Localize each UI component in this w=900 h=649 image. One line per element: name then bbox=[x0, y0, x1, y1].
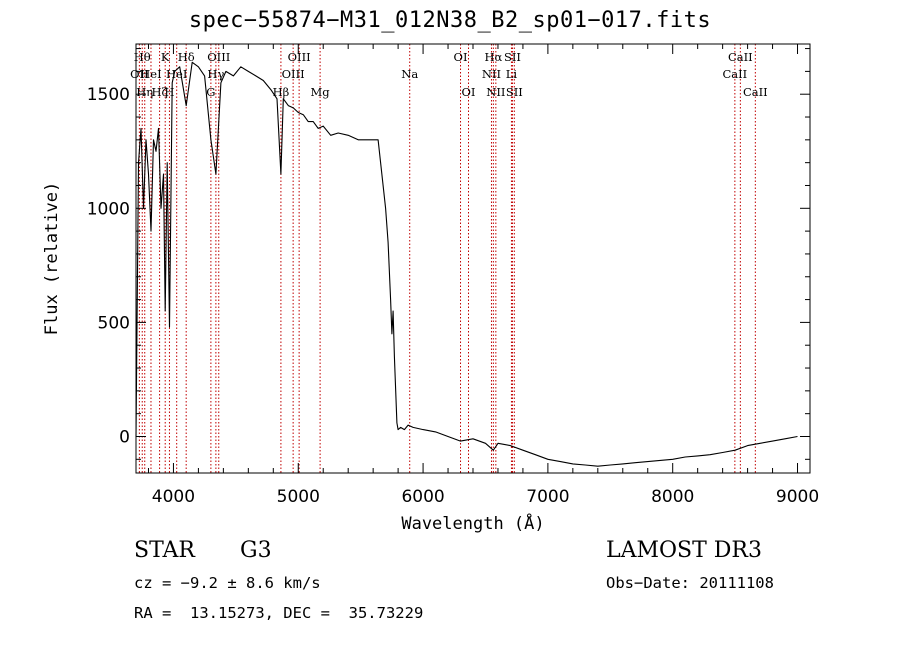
x-tick-label-2: 6000 bbox=[401, 487, 444, 507]
y-tick-label-3: 1500 bbox=[87, 85, 130, 105]
chart-title: spec−55874−M31_012N38_B2_sp01−017.fits bbox=[188, 8, 712, 33]
observation-date: Obs−Date: 20111108 bbox=[606, 574, 774, 592]
plot-frame bbox=[135, 43, 811, 474]
x-tick-label-0: 4000 bbox=[152, 487, 195, 507]
line-label-15: Mg bbox=[311, 85, 331, 99]
x-tick-label-4: 8000 bbox=[651, 487, 694, 507]
line-label-11: OIII bbox=[207, 50, 230, 64]
line-label-13: OIII bbox=[282, 67, 305, 81]
line-label-27: CaII bbox=[743, 85, 768, 99]
line-label-26: CaII bbox=[728, 50, 753, 64]
plot-axes: 4000 5000 6000 7000 8000 9000 0 500 1000 1500 Wave… bbox=[42, 43, 819, 534]
line-label-3: HeI bbox=[140, 67, 161, 81]
line-label-16: Na bbox=[401, 67, 418, 81]
redshift-cz: cz = −9.2 ± 8.6 km/s bbox=[134, 574, 321, 592]
line-label-2: Hη bbox=[136, 85, 153, 99]
line-label-6: H bbox=[164, 85, 174, 99]
line-label-17: OI bbox=[454, 50, 468, 64]
line-label-20: Hα bbox=[484, 50, 502, 64]
line-label-1: OII bbox=[130, 67, 149, 81]
object-subclass: G3 bbox=[240, 538, 272, 563]
x-tick-label-3: 7000 bbox=[526, 487, 569, 507]
y-tick-label-0: 0 bbox=[119, 427, 130, 447]
spectral-line-labels: HθOIIHηHeIHζKHHeIHδGHγOIIIHβOIIIOIIIMgNa… bbox=[130, 50, 768, 99]
line-label-22: Li bbox=[506, 67, 518, 81]
x-tick-label-1: 5000 bbox=[277, 487, 320, 507]
survey-name: LAMOST DR3 bbox=[606, 538, 762, 563]
line-label-4: Hζ bbox=[151, 85, 167, 99]
object-class: STAR bbox=[134, 538, 195, 563]
line-label-12: Hβ bbox=[273, 85, 290, 99]
line-label-25: CaII bbox=[722, 67, 747, 81]
y-tick-label-1: 500 bbox=[98, 313, 130, 333]
x-axis-title: Wavelength (Å) bbox=[401, 512, 544, 534]
line-label-5: K bbox=[161, 50, 170, 64]
ra-dec: RA = 13.15273, DEC = 35.73229 bbox=[134, 604, 424, 622]
line-label-18: OI bbox=[462, 85, 476, 99]
line-label-0: Hθ bbox=[134, 50, 151, 64]
y-axis-title: Flux (relative) bbox=[42, 182, 62, 336]
flux-series bbox=[135, 61, 798, 467]
line-label-19: NII bbox=[482, 67, 501, 81]
line-label-24: SII bbox=[506, 85, 523, 99]
line-label-10: Hγ bbox=[207, 67, 224, 81]
line-label-23: SII bbox=[504, 50, 521, 64]
spectral-line-markers bbox=[138, 44, 756, 473]
line-label-9: G bbox=[206, 85, 215, 99]
line-label-8: Hδ bbox=[178, 50, 195, 64]
y-tick-label-2: 1000 bbox=[87, 199, 130, 219]
line-label-14: OIII bbox=[288, 50, 311, 64]
series-line-0 bbox=[135, 61, 798, 467]
line-label-21: NII bbox=[486, 85, 505, 99]
x-tick-label-5: 9000 bbox=[776, 487, 819, 507]
